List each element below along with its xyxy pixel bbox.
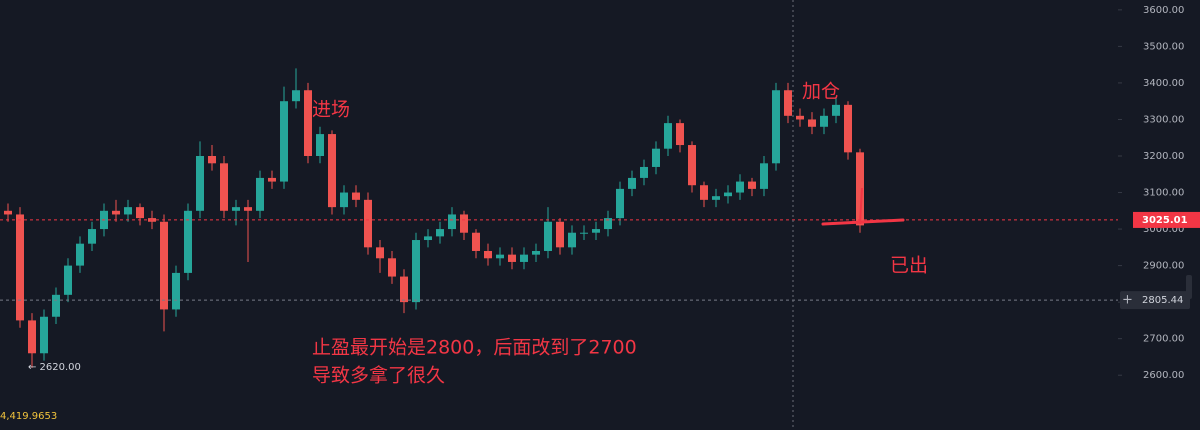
plot: 2600.002700.002800.002900.003000.003100.… — [0, 5, 1200, 381]
low-marker: ← 2620.00 — [28, 362, 81, 373]
candle-body — [556, 221, 564, 248]
y-tick-label: 2600.00 — [1143, 370, 1184, 381]
candle-body — [40, 316, 48, 354]
candle-body — [736, 181, 744, 193]
candle-body — [388, 258, 396, 277]
candle-body — [760, 163, 768, 189]
annotation: 止盈最开始是2800，后面改到了2700 — [312, 337, 637, 359]
candle-body — [232, 207, 240, 211]
candle-body — [364, 199, 372, 248]
y-tick-label: 2900.00 — [1143, 261, 1184, 272]
candle-body — [748, 181, 756, 189]
candle-body — [856, 152, 864, 226]
candle-body — [184, 210, 192, 273]
price-label: 3025.01 — [1142, 215, 1188, 226]
annotation: 导致多拿了很久 — [312, 364, 445, 387]
drawn-mark — [821, 218, 905, 226]
candle-body — [4, 210, 12, 215]
candle-body — [16, 214, 24, 321]
candle-body — [628, 177, 636, 189]
price-label: 2805.44 — [1142, 295, 1183, 306]
candle-body — [112, 210, 120, 215]
y-tick-label: 3100.00 — [1143, 188, 1184, 199]
candle-body — [604, 218, 612, 230]
candle-body — [28, 320, 36, 354]
candle-body — [508, 254, 516, 262]
candle-body — [436, 229, 444, 237]
candle-body — [472, 232, 480, 251]
candle-body — [484, 250, 492, 259]
candle-body — [400, 276, 408, 303]
candle-body — [664, 123, 672, 149]
candle-body — [352, 192, 360, 200]
candle-body — [784, 90, 792, 116]
y-tick-label: 3400.00 — [1143, 78, 1184, 89]
annotation: 加仓 — [802, 81, 840, 103]
candle-body — [244, 207, 252, 211]
candle-body — [844, 104, 852, 153]
candle-body — [424, 236, 432, 241]
candle-body — [208, 155, 216, 164]
candle-body — [580, 232, 588, 234]
y-tick-label: 3200.00 — [1143, 151, 1184, 162]
y-tick-label: 3000.00 — [1143, 224, 1184, 235]
candle-body — [832, 104, 840, 116]
annotation: 已出 — [890, 255, 928, 277]
candle-body — [160, 221, 168, 310]
y-tick-label: 3300.00 — [1143, 114, 1184, 125]
candle-body — [412, 240, 420, 303]
candle-body — [196, 155, 204, 211]
candle-body — [652, 148, 660, 167]
candle-body — [568, 232, 576, 248]
candle-body — [772, 90, 780, 164]
candle-body — [256, 177, 264, 211]
plus-icon[interactable]: + — [1122, 293, 1133, 308]
candle-body — [268, 177, 276, 182]
candle-body — [796, 115, 804, 120]
candle-body — [52, 294, 60, 317]
candle-body — [592, 229, 600, 233]
candle-body — [64, 265, 72, 295]
annotation: 进场 — [312, 99, 350, 121]
candle-body — [700, 185, 708, 200]
price-label-box — [1133, 211, 1200, 228]
candle-body — [724, 192, 732, 197]
candle-body — [328, 134, 336, 208]
indicator-value: 4,419.9653 — [0, 411, 57, 422]
candle-body — [124, 207, 132, 215]
candle-body — [808, 119, 816, 127]
candle-body — [496, 254, 504, 259]
drawn-mark — [859, 187, 863, 225]
candle-body — [532, 250, 540, 255]
candle-body — [172, 272, 180, 310]
candle-body — [76, 243, 84, 266]
candle-body — [88, 229, 96, 244]
price-label-box — [1120, 291, 1190, 310]
y-tick-label: 3500.00 — [1143, 41, 1184, 52]
candle-body — [676, 123, 684, 146]
candle-body — [820, 115, 828, 127]
candle-body — [136, 207, 144, 219]
candle-body — [616, 188, 624, 219]
candle-body — [304, 90, 312, 156]
candle-body — [340, 192, 348, 208]
candle-body — [544, 221, 552, 251]
scrollbar — [1186, 275, 1192, 299]
candle-body — [460, 214, 468, 233]
candle-body — [376, 247, 384, 259]
y-tick-label: 2700.00 — [1143, 334, 1184, 345]
candle-body — [688, 145, 696, 186]
candle-body — [292, 90, 300, 102]
candle-body — [316, 134, 324, 156]
candle-body — [712, 196, 720, 200]
candle-body — [448, 214, 456, 230]
candle-body — [640, 166, 648, 178]
candle-body — [520, 254, 528, 262]
candle-body — [280, 101, 288, 182]
y-tick-label: 3600.00 — [1143, 5, 1184, 16]
candle-body — [220, 163, 228, 211]
